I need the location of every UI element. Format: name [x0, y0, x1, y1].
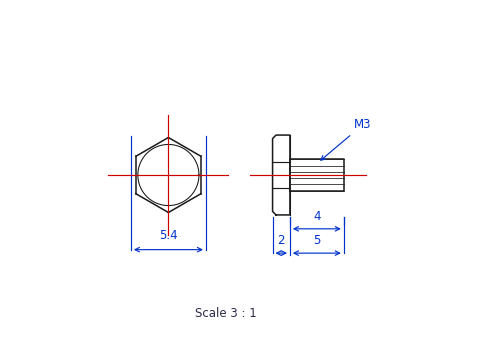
Text: 4: 4: [313, 210, 320, 223]
Text: Scale 3 : 1: Scale 3 : 1: [195, 307, 256, 320]
Text: 5.4: 5.4: [159, 229, 178, 242]
Text: 5: 5: [313, 234, 320, 247]
Text: M3: M3: [321, 118, 372, 160]
Text: 2: 2: [278, 234, 285, 247]
